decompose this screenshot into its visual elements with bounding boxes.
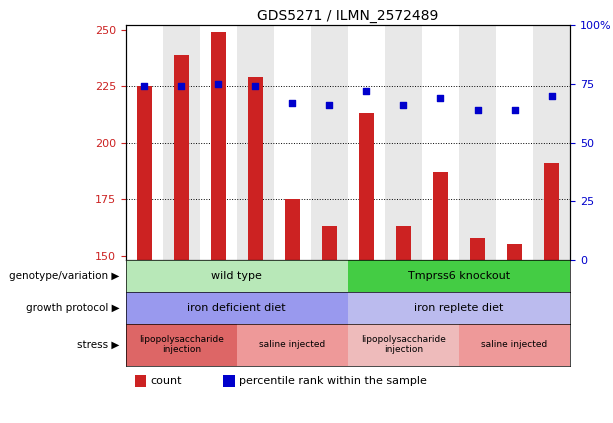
Point xyxy=(362,88,371,94)
Point xyxy=(213,81,223,88)
Bar xyxy=(274,25,311,260)
Bar xyxy=(433,172,448,260)
Bar xyxy=(174,55,189,260)
Text: iron replete diet: iron replete diet xyxy=(414,303,504,313)
Bar xyxy=(348,324,459,366)
Bar xyxy=(285,199,300,260)
Text: count: count xyxy=(150,376,181,386)
Point xyxy=(139,83,149,90)
Bar xyxy=(470,238,485,260)
Bar xyxy=(348,292,570,324)
Bar xyxy=(459,25,496,260)
Bar xyxy=(359,113,374,260)
Bar xyxy=(224,375,235,387)
Bar xyxy=(126,324,237,366)
Text: iron deficient diet: iron deficient diet xyxy=(188,303,286,313)
Text: lipopolysaccharide
injection: lipopolysaccharide injection xyxy=(139,335,224,354)
Point xyxy=(287,99,297,106)
Point xyxy=(547,93,557,99)
Point xyxy=(509,107,519,113)
Bar xyxy=(311,25,348,260)
Point xyxy=(324,102,334,109)
Text: saline injected: saline injected xyxy=(481,340,547,349)
Text: Tmprss6 knockout: Tmprss6 knockout xyxy=(408,271,510,281)
Text: wild type: wild type xyxy=(211,271,262,281)
Title: GDS5271 / ILMN_2572489: GDS5271 / ILMN_2572489 xyxy=(257,9,438,23)
Bar xyxy=(237,324,348,366)
Point xyxy=(398,102,408,109)
Text: percentile rank within the sample: percentile rank within the sample xyxy=(239,376,427,386)
Bar xyxy=(126,260,348,292)
Bar xyxy=(162,25,200,260)
Text: saline injected: saline injected xyxy=(259,340,326,349)
Bar xyxy=(422,25,459,260)
Text: lipopolysaccharide
injection: lipopolysaccharide injection xyxy=(361,335,446,354)
Bar xyxy=(134,375,146,387)
Text: stress ▶: stress ▶ xyxy=(77,340,120,350)
Text: growth protocol ▶: growth protocol ▶ xyxy=(26,303,120,313)
Bar xyxy=(211,32,226,260)
Bar xyxy=(396,226,411,260)
Point xyxy=(177,83,186,90)
Bar xyxy=(126,292,348,324)
Bar xyxy=(496,25,533,260)
Point xyxy=(436,95,446,102)
Bar xyxy=(533,25,570,260)
Bar xyxy=(322,226,337,260)
Text: genotype/variation ▶: genotype/variation ▶ xyxy=(9,271,120,281)
Bar xyxy=(200,25,237,260)
Bar xyxy=(348,25,385,260)
Point xyxy=(250,83,260,90)
Bar xyxy=(385,25,422,260)
Bar xyxy=(237,25,274,260)
Bar xyxy=(507,244,522,260)
Bar xyxy=(126,25,162,260)
Bar xyxy=(459,324,570,366)
Bar xyxy=(544,163,559,260)
Bar xyxy=(348,260,570,292)
Bar xyxy=(248,77,263,260)
Point xyxy=(473,107,482,113)
Bar xyxy=(137,86,151,260)
